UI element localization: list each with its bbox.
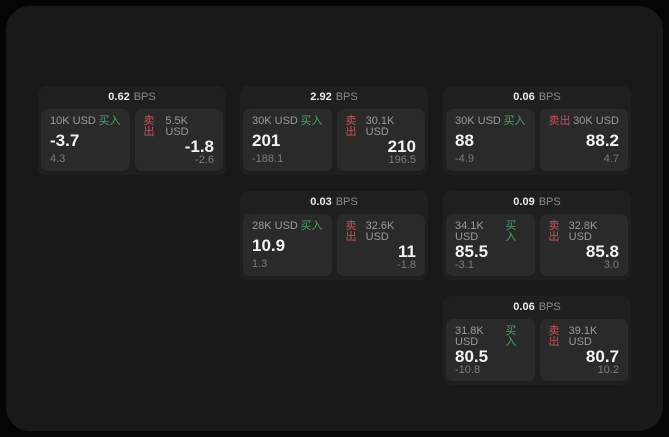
buy-price: 80.5: [455, 347, 489, 366]
buy-amount: 31.8K USD: [455, 325, 484, 348]
spread-value: 0.06: [513, 301, 535, 313]
card-header: 0.03 BPS: [240, 191, 428, 212]
quote-card-5: 0.09 BPS 34.1K USD 买入 85.5 -3.1 卖出 32.8K…: [443, 191, 631, 280]
sell-side-label: 卖出: [345, 115, 357, 138]
buy-sub-value: 1.3: [252, 258, 268, 270]
card-header: 0.62 BPS: [38, 86, 226, 107]
buy-panel[interactable]: 31.8K USD 买入 80.5 -10.8: [446, 319, 535, 381]
card-header: 0.06 BPS: [443, 86, 631, 107]
buy-side-label: 买入: [503, 115, 526, 127]
sell-amount: 39.1K USD: [568, 325, 598, 348]
buy-price: 10.9: [252, 236, 286, 255]
quote-card-6: 0.06 BPS 31.8K USD 买入 80.5 -10.8 卖出 39.1…: [443, 296, 631, 385]
sell-panel[interactable]: 卖出 32.6K USD 11 -1.8: [336, 214, 425, 276]
sell-price: 11: [398, 242, 416, 261]
sell-amount: 32.8K USD: [568, 220, 598, 243]
buy-panel[interactable]: 34.1K USD 买入 85.5 -3.1: [446, 214, 535, 276]
buy-price: 201: [252, 131, 281, 150]
app-surface: 0.62 BPS 10K USD 买入 -3.7 4.3 卖出 5.5K USD…: [6, 6, 663, 431]
sell-panel[interactable]: 卖出 30.1K USD 210 196.5: [336, 109, 425, 171]
buy-amount: 30K USD: [252, 115, 298, 127]
spread-value: 0.03: [310, 196, 332, 208]
buy-price: 85.5: [455, 242, 489, 261]
card-header: 0.09 BPS: [443, 191, 631, 212]
spread-value: 0.06: [513, 91, 535, 103]
sell-side-label: 卖出: [345, 220, 357, 243]
buy-amount: 34.1K USD: [455, 220, 484, 243]
sell-sub-value: 3.0: [603, 259, 619, 271]
sell-panel[interactable]: 卖出 30K USD 88.2 4.7: [539, 109, 628, 171]
sell-panel[interactable]: 卖出 5.5K USD -1.8 -2.6: [134, 109, 223, 171]
buy-panel[interactable]: 30K USD 买入 201 -188.1: [243, 109, 332, 171]
sell-amount: 30K USD: [573, 115, 619, 127]
buy-side-label: 买入: [300, 220, 323, 232]
sell-side-label: 卖出: [143, 115, 155, 138]
buy-side-label: 买入: [505, 325, 517, 348]
buy-sub-value: -3.1: [455, 259, 474, 271]
spread-value: 0.09: [513, 196, 535, 208]
spread-unit: BPS: [538, 301, 561, 313]
buy-amount: 10K USD: [50, 115, 96, 127]
buy-amount: 28K USD: [252, 220, 298, 232]
spread-unit: BPS: [335, 91, 358, 103]
sell-sub-value: -2.6: [195, 154, 214, 166]
buy-sub-value: -4.9: [455, 153, 474, 165]
sell-side-label: 卖出: [548, 115, 571, 127]
sell-side-label: 卖出: [548, 220, 560, 243]
spread-unit: BPS: [335, 196, 358, 208]
sell-price: -1.8: [184, 137, 214, 156]
sell-sub-value: 4.7: [603, 153, 619, 165]
spread-value: 0.62: [108, 91, 130, 103]
quote-card-3: 0.06 BPS 30K USD 买入 88 -4.9 卖出 30K USD 8…: [443, 86, 631, 175]
buy-sub-value: -10.8: [455, 364, 481, 376]
buy-price: 88: [455, 131, 474, 150]
buy-amount: 30K USD: [455, 115, 501, 127]
buy-side-label: 买入: [98, 115, 121, 127]
sell-price: 85.8: [585, 242, 619, 261]
sell-price: 80.7: [585, 347, 619, 366]
spread-unit: BPS: [133, 91, 156, 103]
buy-side-label: 买入: [300, 115, 323, 127]
buy-panel[interactable]: 30K USD 买入 88 -4.9: [446, 109, 535, 171]
sell-sub-value: 10.2: [597, 364, 619, 376]
spread-unit: BPS: [538, 196, 561, 208]
quote-card-1: 0.62 BPS 10K USD 买入 -3.7 4.3 卖出 5.5K USD…: [38, 86, 226, 175]
sell-side-label: 卖出: [548, 325, 560, 348]
sell-price: 210: [387, 137, 416, 156]
buy-price: -3.7: [50, 131, 80, 150]
buy-panel[interactable]: 10K USD 买入 -3.7 4.3: [41, 109, 130, 171]
card-header: 2.92 BPS: [240, 86, 428, 107]
quote-card-4: 0.03 BPS 28K USD 买入 10.9 1.3 卖出 32.6K US…: [240, 191, 428, 280]
sell-panel[interactable]: 卖出 39.1K USD 80.7 10.2: [539, 319, 628, 381]
sell-amount: 32.6K USD: [365, 220, 395, 243]
buy-sub-value: 4.3: [50, 153, 66, 165]
sell-panel[interactable]: 卖出 32.8K USD 85.8 3.0: [539, 214, 628, 276]
buy-sub-value: -188.1: [252, 153, 284, 165]
card-header: 0.06 BPS: [443, 296, 631, 317]
sell-amount: 5.5K USD: [165, 115, 189, 138]
spread-unit: BPS: [538, 91, 561, 103]
sell-amount: 30.1K USD: [365, 115, 395, 138]
buy-side-label: 买入: [505, 220, 517, 243]
quote-card-2: 2.92 BPS 30K USD 买入 201 -188.1 卖出 30.1K …: [240, 86, 428, 175]
sell-sub-value: 196.5: [388, 154, 416, 166]
spread-value: 2.92: [310, 91, 332, 103]
sell-price: 88.2: [585, 131, 619, 150]
sell-sub-value: -1.8: [397, 259, 416, 271]
buy-panel[interactable]: 28K USD 买入 10.9 1.3: [243, 214, 332, 276]
